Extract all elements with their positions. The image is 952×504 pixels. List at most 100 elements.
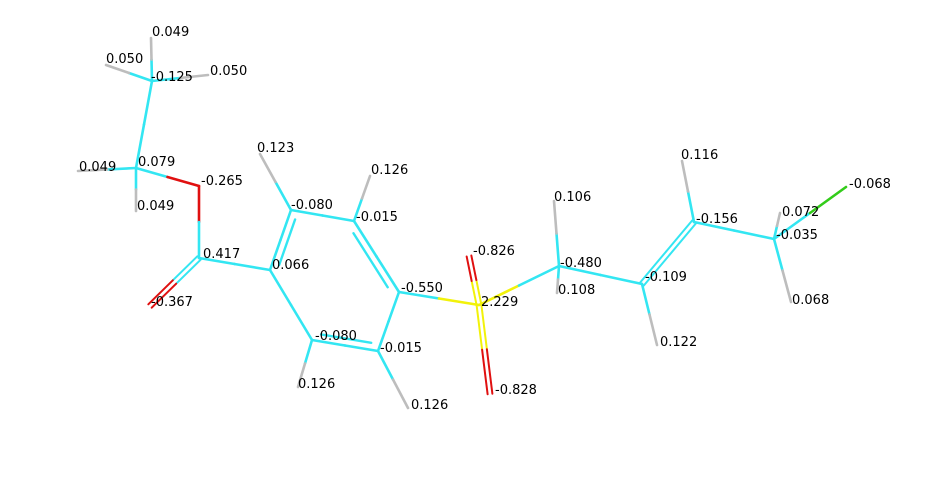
- charge-label: -0.480: [560, 256, 602, 271]
- bond-segment: [387, 290, 401, 323]
- bond-segment: [772, 211, 812, 241]
- bond-segment: [668, 222, 697, 256]
- bond-segment: [680, 159, 690, 193]
- bond-segment: [648, 313, 659, 347]
- bond-segment: [360, 174, 372, 200]
- bond-segment: [268, 238, 282, 272]
- charge-label: -0.828: [495, 383, 537, 398]
- bond-segment: [475, 279, 483, 306]
- charge-label: 2.229: [481, 295, 518, 310]
- charge-label: 0.123: [257, 141, 294, 156]
- bond-segment: [665, 219, 694, 253]
- charge-label: 0.072: [782, 205, 819, 220]
- charge-label: 0.050: [106, 52, 143, 67]
- bond-segment: [640, 282, 651, 316]
- bond-segment: [127, 71, 154, 83]
- charge-label: 0.050: [210, 64, 247, 79]
- charge-label: 0.108: [558, 283, 595, 298]
- bond-segment: [376, 349, 395, 381]
- charge-label: -0.035: [776, 228, 818, 243]
- bond-segment: [485, 348, 494, 395]
- bond-segment: [352, 197, 364, 223]
- charge-label: 0.066: [272, 258, 309, 273]
- bond-segment: [150, 76, 182, 83]
- bond-segment: [375, 255, 401, 294]
- bond-segment: [310, 338, 347, 347]
- bond-segment: [303, 338, 314, 365]
- charge-label: 0.049: [79, 160, 116, 175]
- bond-segment: [686, 190, 696, 224]
- bond-segment: [480, 303, 488, 351]
- bond-segment: [437, 297, 481, 307]
- bond-segment: [197, 256, 236, 266]
- bond-segment: [692, 220, 736, 232]
- bond-segment: [343, 344, 380, 353]
- bond-segment: [149, 36, 153, 61]
- bond-segment: [772, 237, 784, 272]
- bond-segment: [391, 378, 410, 410]
- charge-label: 0.116: [681, 148, 718, 163]
- charge-label: 0.068: [792, 293, 829, 308]
- bond-segment: [274, 180, 293, 212]
- charge-label: -0.125: [151, 70, 193, 85]
- bond-segment: [475, 304, 484, 351]
- charge-label: 0.106: [554, 190, 591, 205]
- bond-segment: [556, 264, 561, 281]
- bond-segment: [552, 199, 558, 235]
- bond-segment: [517, 264, 561, 287]
- bond-segment: [279, 208, 293, 242]
- bond-segment: [150, 58, 154, 83]
- bond-segment: [470, 254, 478, 282]
- bond-segment: [178, 73, 210, 80]
- charge-label: -0.068: [849, 177, 891, 192]
- charge-label: -0.080: [315, 329, 357, 344]
- bond-segment: [134, 166, 169, 179]
- charge-label: 0.049: [137, 199, 174, 214]
- bond-segment: [289, 303, 314, 342]
- charge-label: -0.156: [696, 212, 738, 227]
- bond-segment: [557, 264, 602, 277]
- bond-segment: [150, 282, 178, 309]
- bond-segment: [142, 79, 154, 126]
- charge-label: 0.126: [371, 163, 408, 178]
- bond-segment: [147, 279, 174, 306]
- bond-segment: [233, 262, 272, 272]
- bond-segment: [599, 273, 644, 286]
- bond-segment: [397, 290, 441, 300]
- charge-label: -0.826: [473, 244, 515, 259]
- bond-segment: [104, 63, 131, 75]
- charge-label: 0.079: [138, 155, 175, 170]
- charge-label: -0.265: [201, 174, 243, 189]
- charge-label: 0.126: [298, 377, 335, 392]
- charge-label: -0.080: [291, 198, 333, 213]
- bond-segment: [319, 333, 373, 344]
- bond-segment: [376, 320, 390, 353]
- charge-label-layer: 0.049 0.050 -0.125 0.050 0.049 0.079 0.0…: [79, 25, 891, 413]
- bond-segment: [352, 232, 389, 289]
- bond-segment: [171, 255, 199, 282]
- bond-segment: [175, 258, 202, 285]
- bond-segment: [277, 218, 297, 267]
- bond-segment: [105, 166, 138, 171]
- bond-segment: [477, 284, 521, 307]
- bond-segment: [642, 253, 671, 287]
- bond-segment: [732, 229, 776, 241]
- charge-label: 0.417: [203, 247, 240, 262]
- charge-label: -0.550: [401, 281, 443, 296]
- bond-segment: [134, 123, 146, 170]
- bond-segment: [166, 175, 201, 188]
- bond-segment: [465, 255, 473, 282]
- bond-segment: [555, 232, 561, 268]
- bond-segment: [76, 168, 109, 173]
- bond-segment: [268, 268, 293, 307]
- bond-segment: [296, 362, 307, 389]
- bond-segment: [321, 214, 356, 223]
- bond-segment: [289, 208, 324, 217]
- charge-label: -0.015: [356, 210, 398, 225]
- bond-layer: [76, 36, 848, 410]
- bond-segment: [808, 185, 848, 215]
- charge-label: 0.126: [411, 398, 448, 413]
- bond-segment: [258, 152, 277, 184]
